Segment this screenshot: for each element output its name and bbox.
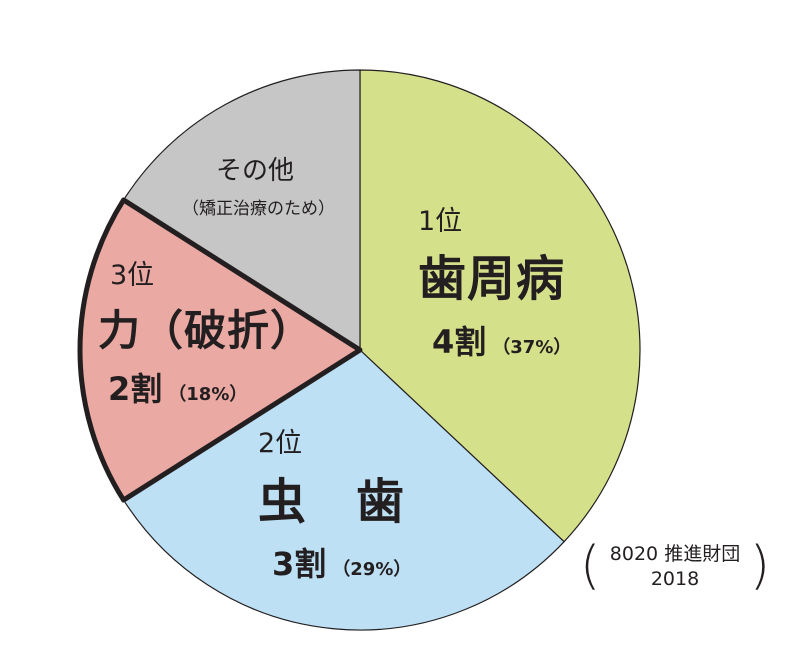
slice-2-label: 虫 歯 [258, 474, 406, 530]
slice-1-ratio-text: 4割 [432, 323, 487, 361]
slice-2-ratio: 3割 （29%） [272, 548, 411, 580]
pie-slices [79, 69, 641, 631]
source-note: ( 8020 推進財団 2018 ) [580, 538, 770, 594]
source-line-2: 2018 [650, 568, 700, 590]
slice-2-rank: 2位 [258, 428, 303, 459]
slice-4-label: その他 [216, 156, 295, 186]
slice-3-rank: 3位 [110, 260, 155, 291]
slice-1-ratio: 4割 （37%） [432, 326, 571, 358]
source-left-paren: ( [580, 536, 601, 596]
pie-highlight-outline [77, 197, 363, 503]
slice-1-rank: 1位 [418, 206, 463, 237]
slice-3-ratio: 2割 （18%） [108, 373, 247, 405]
pie-slice-4 [122, 69, 361, 351]
slice-3-percent: （18%） [168, 384, 248, 405]
slice-3-label: 力（破折） [98, 306, 314, 355]
slice-1-percent: （37%） [492, 337, 572, 358]
pie-slice-2 [122, 349, 565, 631]
source-line-1: 8020 推進財団 [609, 543, 741, 565]
slice-4-note: （矯正治療のため） [182, 199, 335, 219]
source-text: 8020 推進財団 2018 [594, 542, 756, 592]
slice-2-ratio-text: 3割 [272, 545, 327, 583]
slice-1-label: 歯周病 [418, 251, 566, 307]
slice-2-percent: （29%） [332, 559, 412, 580]
source-right-paren: ) [749, 536, 770, 596]
pie-slice-3-highlight [77, 197, 363, 503]
slice-3-ratio-text: 2割 [108, 370, 163, 408]
pie-slice-1 [359, 69, 641, 543]
